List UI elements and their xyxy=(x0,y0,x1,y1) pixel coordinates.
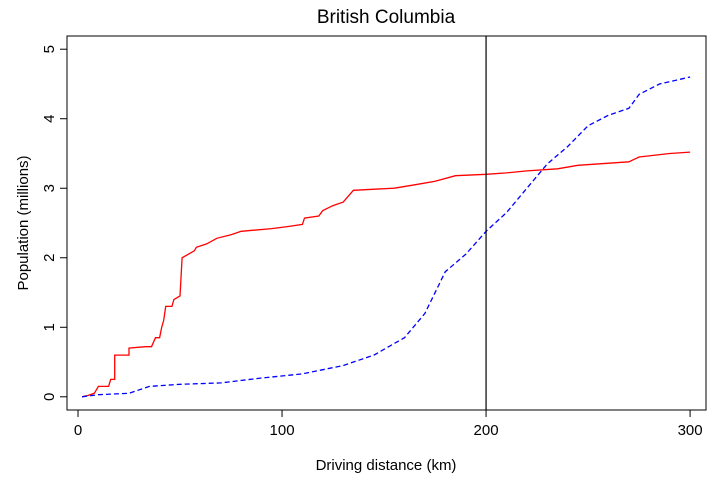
y-tick-label: 2 xyxy=(41,254,58,262)
y-tick-label: 5 xyxy=(41,45,58,53)
plot-frame xyxy=(66,35,707,411)
series-line xyxy=(81,151,691,398)
x-axis-label: Driving distance (km) xyxy=(316,457,457,474)
y-tick-label: 1 xyxy=(41,323,58,331)
y-tick-label: 3 xyxy=(41,184,58,192)
x-tick-label: 100 xyxy=(270,422,295,439)
y-tick-label: 4 xyxy=(41,115,58,123)
chart-title: British Columbia xyxy=(317,7,456,28)
y-axis-label: Population (millions) xyxy=(15,155,32,290)
y-tick-label: 0 xyxy=(41,393,58,401)
x-tick-label: 0 xyxy=(74,422,82,439)
x-tick-label: 200 xyxy=(474,422,499,439)
series-line xyxy=(82,76,691,398)
x-tick-label: 300 xyxy=(678,422,703,439)
